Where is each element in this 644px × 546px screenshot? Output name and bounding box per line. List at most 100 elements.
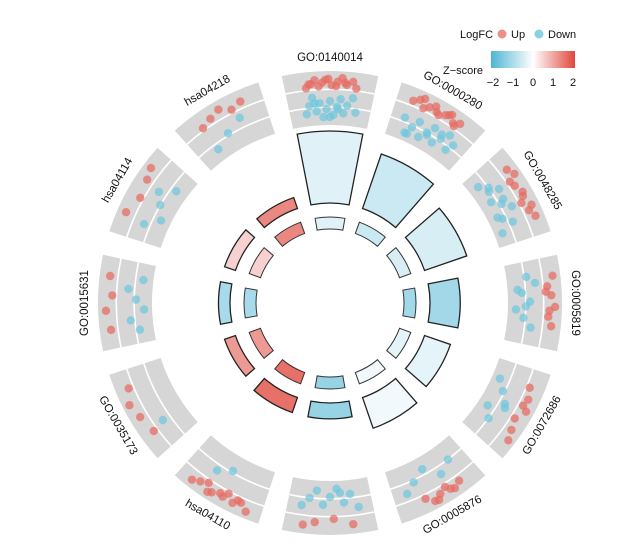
up-point <box>203 487 212 496</box>
down-point <box>445 131 455 140</box>
down-point <box>124 284 133 294</box>
term-labels: GO:0140014GO:0000280GO:0048285GO:0005819… <box>79 52 581 546</box>
up-point <box>310 517 319 527</box>
up-point <box>518 401 528 410</box>
legend: LogFC Up Down Z−score −2 −1 0 1 2 <box>443 29 576 89</box>
down-point <box>325 96 335 106</box>
up-point <box>525 383 534 392</box>
down-point <box>312 486 322 495</box>
up-point <box>142 175 152 184</box>
down-point <box>312 107 321 116</box>
down-point <box>498 229 507 238</box>
down-point <box>493 213 502 222</box>
down-point <box>511 305 521 314</box>
up-point <box>214 105 223 114</box>
panel-guide-line <box>143 363 186 435</box>
up-point <box>432 107 441 117</box>
down-point <box>436 469 446 479</box>
down-point <box>310 99 319 108</box>
down-point <box>448 141 458 150</box>
panel-guide-line <box>186 461 265 507</box>
up-point <box>504 436 513 445</box>
count-bar <box>307 400 353 420</box>
panel-guide-line <box>395 461 474 507</box>
up-point <box>149 426 158 436</box>
count-bar <box>223 228 256 272</box>
down-point <box>223 129 233 138</box>
legend-tick-label: −2 <box>487 77 500 89</box>
up-point <box>454 476 464 485</box>
up-point <box>548 271 557 280</box>
up-point <box>349 77 358 87</box>
down-point <box>422 130 432 140</box>
down-point <box>354 502 363 512</box>
count-bar <box>404 207 468 272</box>
up-point <box>196 477 205 486</box>
down-point <box>500 403 510 413</box>
zscore-segment <box>402 287 417 319</box>
panel-guide-line <box>126 368 172 447</box>
up-point <box>206 114 215 123</box>
up-point <box>524 395 533 404</box>
count-bars <box>217 130 468 430</box>
term-panel <box>98 254 156 352</box>
legend-zscore-colorbar <box>491 51 575 68</box>
down-point <box>318 500 328 510</box>
count-bar <box>361 153 435 229</box>
logfc-points <box>101 74 560 529</box>
up-point <box>108 291 117 300</box>
down-point <box>522 272 531 282</box>
legend-tick-label: 1 <box>550 77 556 89</box>
up-point <box>449 121 459 131</box>
down-point <box>302 110 312 119</box>
down-point <box>172 187 181 196</box>
zscore-segment <box>354 358 386 385</box>
panel-guide-line <box>285 511 375 518</box>
down-point <box>530 278 540 288</box>
legend-up-dot <box>497 29 507 39</box>
up-point <box>298 520 307 529</box>
up-point <box>124 384 133 393</box>
down-point <box>437 130 446 139</box>
zscore-segment <box>248 327 275 359</box>
down-point <box>228 466 238 476</box>
down-point <box>348 94 358 103</box>
down-point <box>484 187 494 196</box>
legend-down-dot <box>534 29 544 39</box>
down-point <box>139 305 149 314</box>
zscore-segment <box>243 287 258 319</box>
down-point <box>339 498 349 507</box>
up-point <box>106 325 116 335</box>
legend-tick-label: 2 <box>570 77 576 89</box>
panel-guide-line <box>126 159 172 238</box>
up-point <box>518 191 528 201</box>
down-point <box>335 488 345 497</box>
down-point <box>333 104 343 114</box>
down-point <box>212 466 222 475</box>
down-point <box>494 184 504 194</box>
down-point <box>135 325 145 334</box>
up-point <box>546 322 556 331</box>
down-point <box>498 386 508 396</box>
up-point <box>419 104 428 113</box>
up-point <box>517 198 526 208</box>
down-point <box>402 129 412 138</box>
count-bar <box>255 196 299 229</box>
zscore-segment <box>385 247 412 279</box>
up-point <box>510 169 519 179</box>
term-label: GO:0005819 <box>569 270 581 336</box>
down-point <box>427 138 437 147</box>
down-point <box>407 122 417 132</box>
legend-tick-label: −1 <box>507 77 520 89</box>
up-point <box>505 177 515 186</box>
down-point <box>322 104 331 114</box>
term-label: GO:0140014 <box>297 52 363 64</box>
up-point <box>187 475 197 484</box>
up-point <box>329 514 338 524</box>
down-point <box>495 374 505 383</box>
down-point <box>430 123 440 133</box>
up-point <box>507 425 516 435</box>
up-point <box>310 76 319 85</box>
